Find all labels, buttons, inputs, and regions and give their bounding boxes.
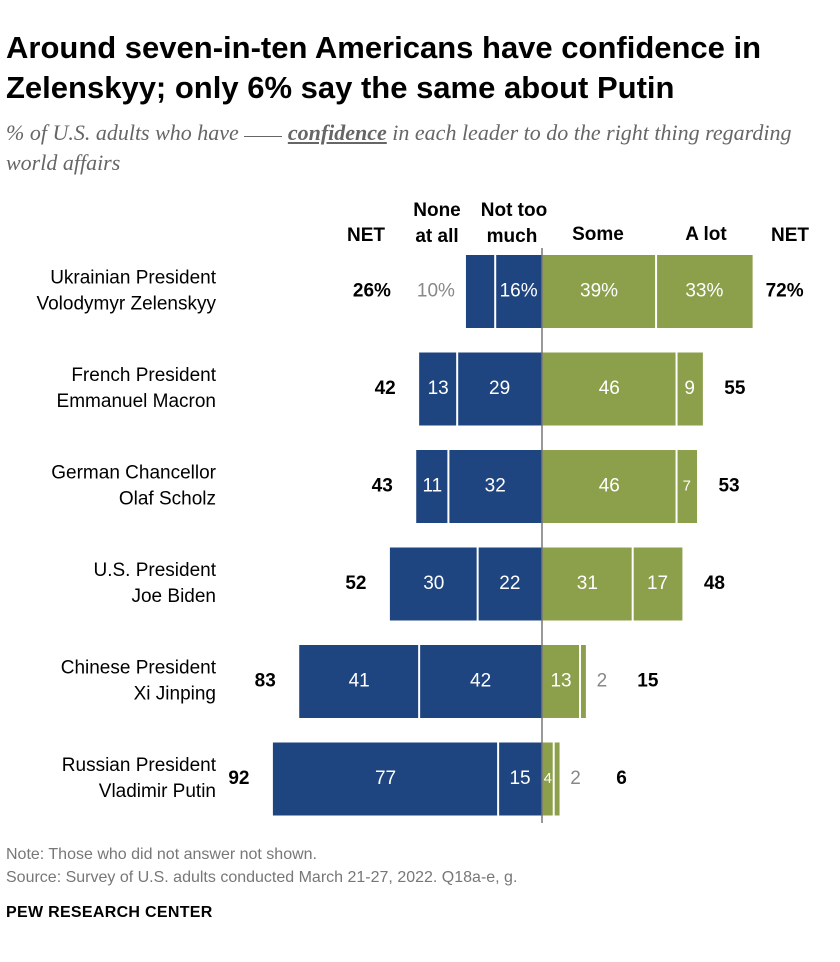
bar-none-at-all xyxy=(465,255,496,328)
row-label-line2: Xi Jinping xyxy=(134,684,216,705)
row-label-line1: Ukrainian President xyxy=(50,268,217,289)
value-some: 39% xyxy=(580,281,618,302)
bar-not-too-much xyxy=(477,547,542,621)
net-positive-value: 6 xyxy=(616,768,627,789)
header-some: Some xyxy=(572,224,624,245)
bar-not-too-much xyxy=(498,742,542,816)
chart-note: Note: Those who did not answer not shown… xyxy=(6,843,826,889)
bar-a-lot xyxy=(580,645,586,718)
row-label-line2: Joe Biden xyxy=(131,586,216,607)
header-none-at-all-line1: None xyxy=(413,200,461,221)
row-label-line1: Chinese President xyxy=(61,658,217,679)
header-net-negative: NET xyxy=(347,225,385,246)
bar-not-too-much xyxy=(419,645,542,718)
footer-brand: PEW RESEARCH CENTER xyxy=(6,904,213,921)
row-label-line2: Emmanuel Macron xyxy=(57,391,216,412)
value-none-at-all: 30 xyxy=(423,573,444,594)
header-none-at-all-line2: at all xyxy=(415,226,458,247)
value-not-too-much: 42 xyxy=(470,671,491,692)
row-label-line2: Vladimir Putin xyxy=(99,781,216,802)
bar-not-too-much xyxy=(448,450,542,523)
row-label-line1: German Chancellor xyxy=(51,463,216,484)
net-positive-value: 55 xyxy=(724,378,746,399)
net-positive-value: 72% xyxy=(766,281,804,302)
value-some: 13 xyxy=(550,671,571,692)
bar-some xyxy=(542,255,657,328)
bar-a-lot xyxy=(553,742,560,816)
value-not-too-much: 32 xyxy=(485,476,506,497)
row-label-line2: Olaf Scholz xyxy=(119,489,216,510)
value-a-lot: 9 xyxy=(684,378,695,399)
net-negative-value: 42 xyxy=(375,378,396,399)
chart-title: Around seven-in-ten Americans have confi… xyxy=(6,30,762,105)
value-some: 46 xyxy=(599,476,620,497)
value-none-at-all: 10% xyxy=(417,281,455,302)
row-label-line2: Volodymyr Zelenskyy xyxy=(36,294,216,315)
value-a-lot: 2 xyxy=(597,671,608,692)
bar-a-lot xyxy=(676,352,703,426)
subtitle-emphasis: confidence xyxy=(287,120,387,145)
value-some: 4 xyxy=(544,770,552,787)
bar-a-lot xyxy=(632,547,683,621)
value-some: 46 xyxy=(599,378,620,399)
net-negative-value: 92 xyxy=(228,768,249,789)
value-not-too-much: 29 xyxy=(489,378,510,399)
value-not-too-much: 15 xyxy=(509,768,530,789)
value-none-at-all: 13 xyxy=(428,378,449,399)
bar-some xyxy=(542,450,677,523)
value-a-lot: 2 xyxy=(570,768,581,789)
net-positive-value: 15 xyxy=(637,671,659,692)
bar-none-at-all xyxy=(389,547,478,621)
bar-some xyxy=(542,645,581,718)
bar-some xyxy=(542,547,633,621)
note-text: Note: Those who did not answer not shown… xyxy=(6,846,317,863)
row-label-line1: Russian President xyxy=(62,755,217,776)
bar-none-at-all xyxy=(272,742,499,816)
row-label-line1: French President xyxy=(71,365,216,386)
subtitle-before: % of U.S. adults who have xyxy=(6,120,239,145)
net-positive-value: 53 xyxy=(718,476,739,497)
bar-a-lot xyxy=(676,450,698,523)
row-label-line1: U.S. President xyxy=(94,560,217,581)
bar-not-too-much xyxy=(495,255,542,328)
net-negative-value: 52 xyxy=(345,573,366,594)
bar-some xyxy=(542,352,677,426)
subtitle-after: in each leader to do the right thing reg… xyxy=(6,120,792,175)
bar-some xyxy=(542,742,554,816)
value-none-at-all: 77 xyxy=(375,768,396,789)
bar-not-too-much xyxy=(457,352,542,426)
header-not-too-much-line1: Not too xyxy=(481,200,547,221)
bar-a-lot xyxy=(656,255,753,328)
header-not-too-much-line2: much xyxy=(487,226,538,247)
bar-none-at-all xyxy=(419,352,458,426)
source-text: Source: Survey of U.S. adults conducted … xyxy=(6,869,518,886)
header-net-positive: NET xyxy=(771,225,809,246)
subtitle-blank xyxy=(244,135,283,137)
value-some: 31 xyxy=(577,573,598,594)
value-a-lot: 7 xyxy=(683,477,691,494)
net-negative-value: 83 xyxy=(255,671,276,692)
value-not-too-much: 16% xyxy=(500,281,538,302)
value-not-too-much: 22 xyxy=(499,573,520,594)
header-a-lot: A lot xyxy=(685,224,727,245)
value-none-at-all: 41 xyxy=(349,671,370,692)
bar-none-at-all xyxy=(416,450,449,523)
chart-subtitle: % of U.S. adults who have confidence in … xyxy=(6,118,826,178)
value-none-at-all: 11 xyxy=(422,476,442,497)
value-a-lot: 33% xyxy=(685,281,723,302)
value-a-lot: 17 xyxy=(647,573,668,594)
bar-none-at-all xyxy=(299,645,420,718)
net-negative-value: 43 xyxy=(372,476,393,497)
net-negative-value: 26% xyxy=(353,281,391,302)
net-positive-value: 48 xyxy=(704,573,725,594)
